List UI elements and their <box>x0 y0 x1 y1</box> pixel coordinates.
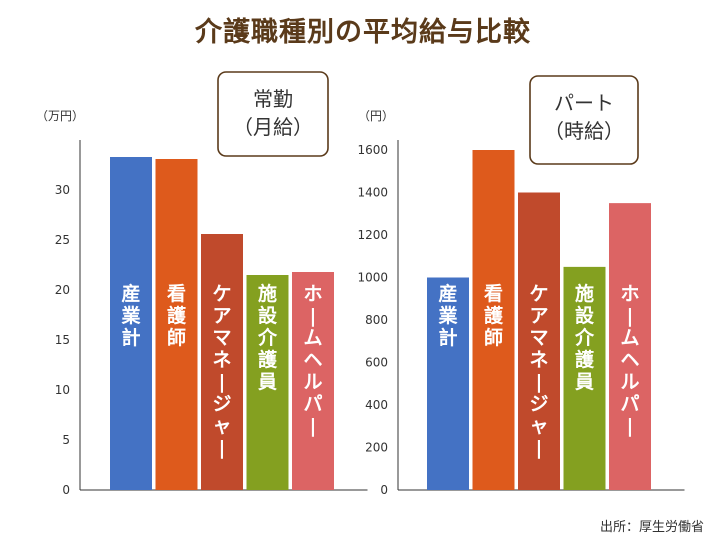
bar-1 <box>427 277 469 490</box>
bar-label: 看護師 <box>166 283 187 349</box>
y-tick-label: 1600 <box>357 143 388 157</box>
chart-title: 介護職種別の平均給与比較 <box>195 17 531 48</box>
y-tick-label: 1000 <box>357 271 388 285</box>
bar-label: ホ|ムヘルパ| <box>620 283 639 437</box>
y-tick-label: 25 <box>55 233 70 247</box>
y-tick-label: 400 <box>365 398 388 412</box>
bar-label: 産業計 <box>437 282 458 349</box>
y-tick-label: 600 <box>365 356 388 370</box>
bar-4 <box>246 275 289 490</box>
bar-1 <box>110 157 152 490</box>
y-tick-label: 30 <box>55 183 70 197</box>
y-tick-label: 10 <box>55 383 70 397</box>
y-axis-unit-label: （円） <box>358 109 394 123</box>
bar-label: 施設介護員 <box>257 282 278 393</box>
bar-3 <box>201 234 243 490</box>
bar-label: 産業計 <box>120 282 141 349</box>
bar-label: ケアマネ|ジャ| <box>529 283 548 459</box>
bar-5 <box>609 203 651 490</box>
bar-2 <box>155 159 198 490</box>
bar-label: ホ|ムヘルパ| <box>303 283 322 437</box>
y-tick-label: 0 <box>62 483 70 497</box>
y-tick-label: 0 <box>380 483 388 497</box>
bar-5 <box>292 272 334 490</box>
y-tick-label: 800 <box>365 313 388 327</box>
chart-2: （円） 0 200 400 600 800 1000 1200 1400 1600 産業計 看護師 ケア… <box>357 75 685 497</box>
source-note: 出所：厚生労働省 <box>599 520 704 535</box>
y-tick-label: 15 <box>55 333 70 347</box>
y-tick-label: 1400 <box>357 186 388 200</box>
y-tick-label: 20 <box>55 283 70 297</box>
bar-2 <box>472 150 515 490</box>
y-tick-label: 200 <box>365 441 388 455</box>
y-axis-unit-label: （万円） <box>36 109 84 123</box>
chart-1: （万円） 0 5 10 15 20 25 30 産業計 看護師 ケアマネ|ジャ| 施設介護員 ホ|ムヘル… <box>36 71 368 497</box>
bar-label: ケアマネ|ジャ| <box>212 283 231 459</box>
chart-subtitle: パート（時給） <box>544 91 624 143</box>
bar-3 <box>518 192 560 490</box>
y-tick-label: 1200 <box>357 228 388 242</box>
bar-4 <box>563 266 606 490</box>
chart-subtitle: 常勤（月給） <box>233 87 313 139</box>
bar-label: 施設介護員 <box>574 282 595 393</box>
chart-title-box <box>217 71 329 157</box>
chart-title-box <box>529 75 639 165</box>
y-tick-label: 5 <box>62 433 70 447</box>
bar-label: 看護師 <box>483 283 504 349</box>
